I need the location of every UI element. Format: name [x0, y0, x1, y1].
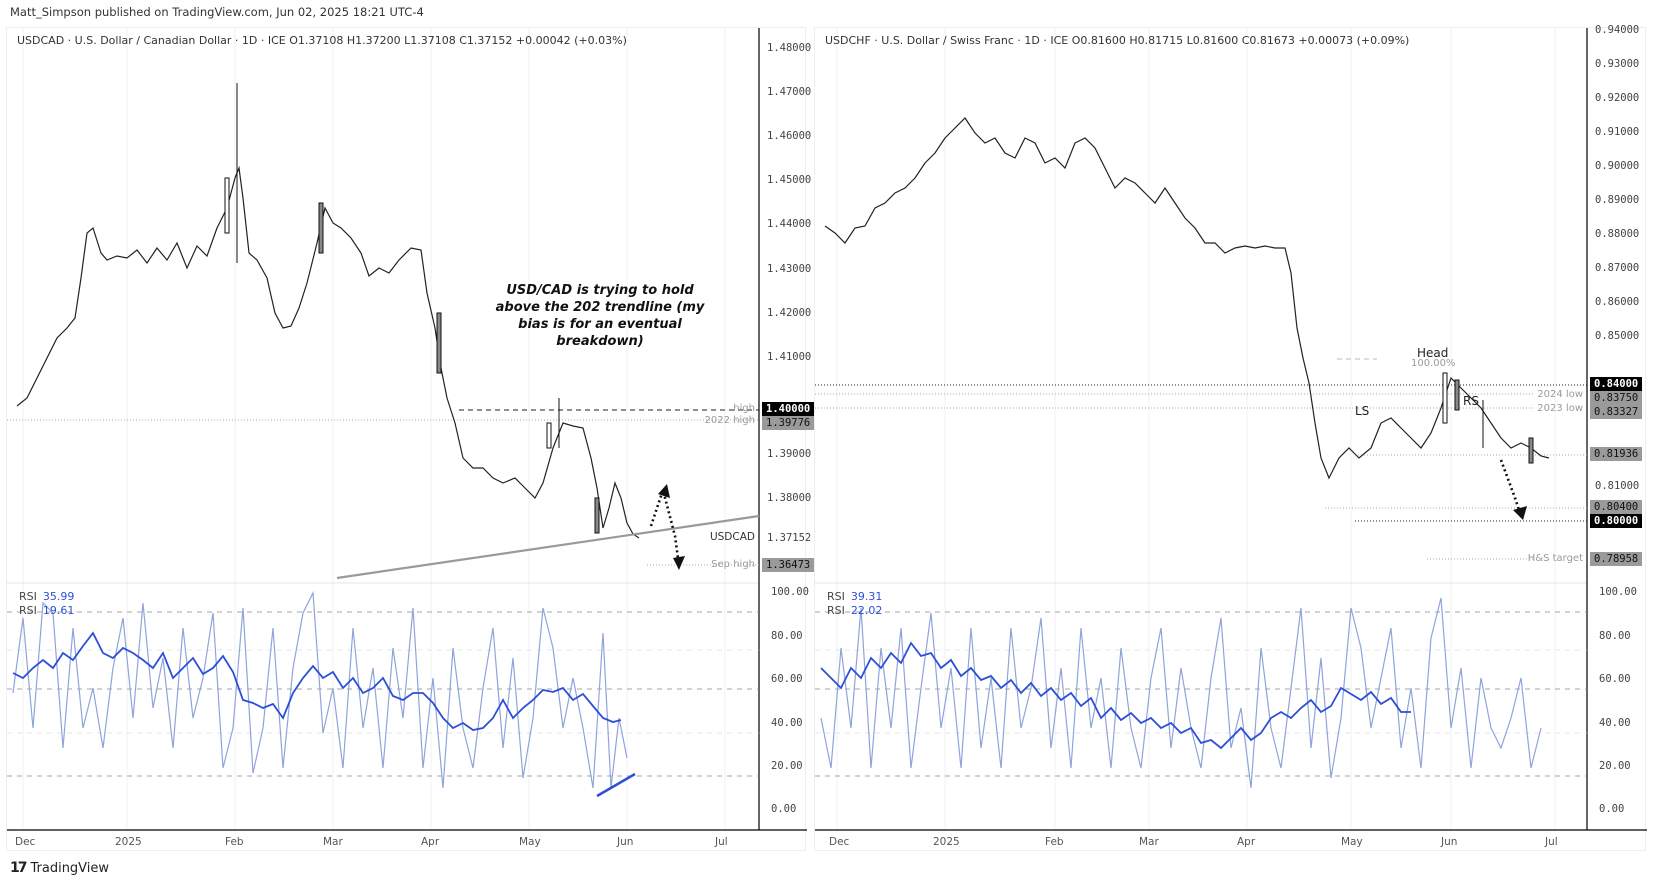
trendline — [336, 514, 760, 580]
price-axis-label: 0.89000 — [1595, 194, 1640, 206]
projection-arrow — [649, 485, 681, 567]
time-axis-label: 2025 — [115, 836, 142, 848]
time-axis-label: 2025 — [933, 836, 960, 848]
time-axis-label: May — [1341, 836, 1363, 848]
time-axis-label: Feb — [1045, 836, 1064, 848]
price-axis-label: 0.90000 — [1595, 160, 1640, 172]
price-axis-label: 0.86000 — [1595, 296, 1640, 308]
rsi-axis-label: 20.00 — [1599, 760, 1631, 772]
time-axis-label: Dec — [829, 836, 850, 848]
price-axis-label: 0.91000 — [1595, 126, 1640, 138]
level-tag-0.80400: 0.80400 — [1590, 500, 1643, 514]
usdchf-legend: USDCHF · U.S. Dollar / Swiss Franc · 1D … — [825, 34, 1410, 47]
price-axis-label: 0.94000 — [1595, 24, 1640, 36]
rsi-legend: RSI 35.99 RSI 19.61 — [19, 590, 75, 617]
time-axis-label: Jun — [1441, 836, 1458, 848]
projection-arrow — [1499, 459, 1523, 517]
price-axis-label: 0.85000 — [1595, 330, 1640, 342]
price-axis-label: 0.88000 — [1595, 228, 1640, 240]
level-tag-0.84000: 0.84000 — [1590, 377, 1643, 391]
time-axis-label: Feb — [225, 836, 244, 848]
level-tag-high: 1.40000 — [762, 402, 815, 416]
rsi-axis-label: 80.00 — [771, 630, 803, 642]
rsi-divergence-line — [596, 772, 636, 798]
usdcad-chart-pane[interactable]: USDCAD · U.S. Dollar / Canadian Dollar ·… — [6, 27, 815, 851]
price-axis-label: 1.47000 — [767, 86, 812, 98]
price-axis-label: 0.87000 — [1595, 262, 1640, 274]
price-axis-label: 1.38000 — [767, 492, 812, 504]
brand-name: TradingView — [30, 860, 110, 876]
usdcad-annotation: USD/CAD is trying to hold above the 202 … — [495, 283, 705, 349]
symbol-label: USDCAD — [709, 531, 755, 543]
rsi-axis-label: 100.00 — [1599, 586, 1637, 598]
rsi-axis-label: 0.00 — [771, 803, 797, 815]
level-tag-0.80000: 0.80000 — [1590, 514, 1643, 528]
usdcad-chart-canvas — [7, 28, 807, 831]
last-price-label: 1.37152 — [767, 532, 812, 544]
rsi-legend: RSI 39.31 RSI 22.02 — [827, 590, 883, 617]
pattern-label-left-shoulder: LS — [1355, 404, 1370, 418]
usdchf-chart-canvas — [815, 28, 1647, 831]
level-tag-sep-high: 1.36473 — [762, 558, 815, 572]
pattern-label-head: Head — [1417, 346, 1449, 360]
rsi-axis-label: 40.00 — [771, 717, 803, 729]
fib-label: 100.00% — [1411, 358, 1456, 369]
time-axis-label: Apr — [1237, 836, 1256, 848]
level-tag-2024-low: 0.83750 — [1590, 391, 1643, 405]
time-axis-label: Mar — [323, 836, 343, 848]
rsi-axis-label: 40.00 — [1599, 717, 1631, 729]
level-label-hs-target: H&S target — [1527, 553, 1583, 564]
rsi-axis-label: 60.00 — [1599, 673, 1631, 685]
rsi-axis-label: 20.00 — [771, 760, 803, 772]
price-axis-label: 0.92000 — [1595, 92, 1640, 104]
rsi-axis-label: 0.00 — [1599, 803, 1625, 815]
price-axis-label: 1.41000 — [767, 351, 812, 363]
level-tag-2023-low: 0.83327 — [1590, 405, 1643, 419]
usdcad-candles — [16, 83, 640, 539]
rsi-axis-label: 60.00 — [771, 673, 803, 685]
price-axis-label: 1.45000 — [767, 174, 812, 186]
rsi-axis-label: 100.00 — [771, 586, 809, 598]
price-axis-label: 0.93000 — [1595, 58, 1640, 70]
level-label-2022-high: 2022 high — [704, 415, 755, 426]
time-axis-label: May — [519, 836, 541, 848]
level-label-2023-low: 2023 low — [1537, 403, 1583, 414]
tradingview-footer[interactable]: 17 TradingView — [10, 860, 109, 876]
level-tag-neckline: 0.81936 — [1590, 447, 1643, 461]
time-axis-label: Jul — [715, 836, 728, 848]
price-axis-label: 0.81000 — [1595, 480, 1640, 492]
time-axis-label: Dec — [15, 836, 36, 848]
level-label-high: high — [733, 403, 755, 414]
price-axis-label: 1.39000 — [767, 448, 812, 460]
publisher-header: Matt_Simpson published on TradingView.co… — [10, 5, 424, 19]
price-axis-label: 1.43000 — [767, 263, 812, 275]
usdcad-legend: USDCAD · U.S. Dollar / Canadian Dollar ·… — [17, 34, 627, 47]
level-label-2024-low: 2024 low — [1537, 389, 1583, 400]
usdchf-chart-pane[interactable]: USDCHF · U.S. Dollar / Swiss Franc · 1D … — [814, 24, 1647, 851]
time-axis-label: Jul — [1545, 836, 1558, 848]
level-label-sep-high: Sep high — [711, 559, 755, 570]
level-tag-hs-target: 0.78958 — [1590, 552, 1643, 566]
level-tag-2022-high: 1.39776 — [762, 416, 815, 430]
price-axis-label: 1.46000 — [767, 130, 812, 142]
price-axis-label: 1.48000 — [767, 42, 812, 54]
time-axis-label: Mar — [1139, 836, 1159, 848]
pattern-label-right-shoulder: RS — [1463, 394, 1479, 408]
time-axis-label: Jun — [617, 836, 634, 848]
time-axis-label: Apr — [421, 836, 440, 848]
price-axis-label: 1.42000 — [767, 307, 812, 319]
rsi-axis-label: 80.00 — [1599, 630, 1631, 642]
price-axis-label: 1.44000 — [767, 218, 812, 230]
tv-logo-icon: 17 — [10, 860, 28, 876]
